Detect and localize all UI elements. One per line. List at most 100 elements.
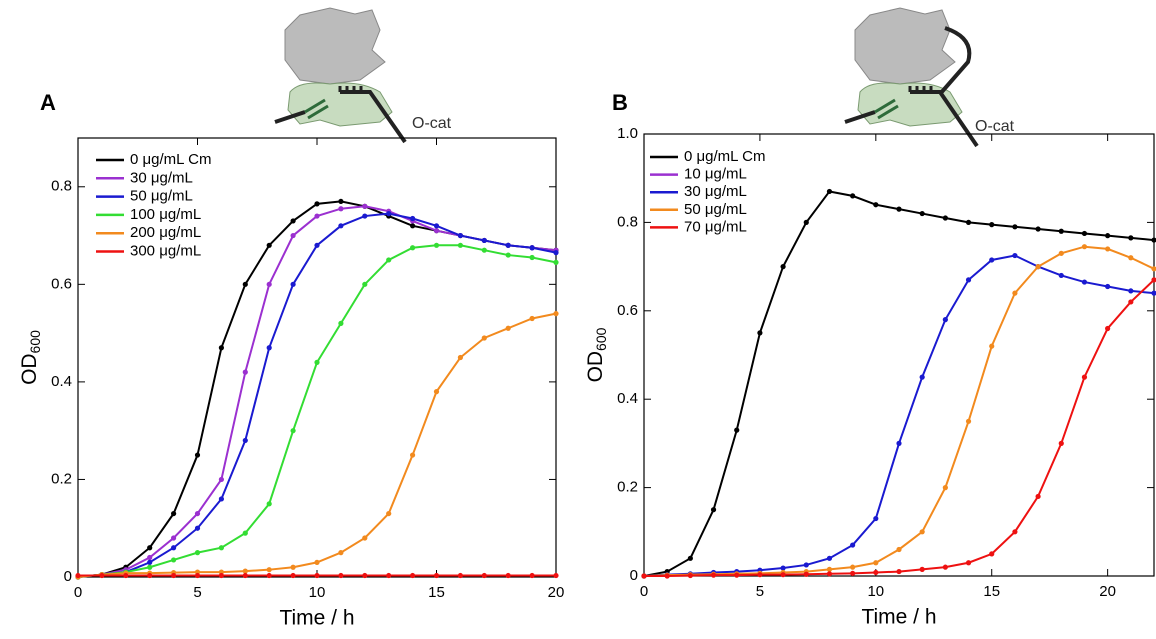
data-point [362,535,368,541]
data-point [481,335,487,341]
data-point [965,219,972,225]
data-point [481,237,487,244]
y-axis-label-main: OD [584,351,607,383]
data-point [989,222,995,228]
data-point [505,325,511,331]
x-tick-label: 15 [428,584,445,601]
data-point [410,245,416,251]
legend-label: 50 μg/mL [130,188,193,205]
data-point [529,245,535,251]
data-point [803,562,809,568]
data-point [850,570,856,576]
data-point [457,354,463,361]
data-point [386,211,392,217]
x-tick-label: 10 [867,583,884,600]
legend-label: 0 μg/mL Cm [130,151,211,168]
data-point [873,560,879,566]
data-point [314,201,320,207]
legend-label: 300 μg/mL [130,242,201,259]
data-point [457,242,463,248]
data-point [1151,277,1156,283]
data-point [171,572,177,579]
data-point [242,281,248,287]
data-point [147,559,153,565]
data-point [290,564,296,570]
y-tick-label: 1.0 [617,125,638,142]
data-point [989,343,995,349]
data-point [362,281,368,287]
data-point [1012,224,1018,230]
data-point [218,545,224,551]
data-point [338,223,344,229]
data-point [1012,290,1018,296]
data-point [290,572,296,579]
data-point [505,242,511,248]
data-point [242,530,248,536]
x-tick-label: 20 [1099,583,1116,600]
data-point [1105,246,1111,252]
x-tick-label: 10 [309,584,326,601]
data-point [1012,529,1018,535]
data-point [896,440,902,446]
data-point [1128,288,1134,294]
data-point [266,345,272,351]
data-point [290,232,296,239]
x-tick-label: 0 [640,583,648,600]
data-point [919,529,925,535]
data-point [873,569,879,576]
data-point [965,418,972,424]
y-tick-label: 0.2 [617,479,638,496]
data-point [290,281,296,287]
legend-label: 70 μg/mL [684,218,747,235]
data-point [290,428,296,434]
data-point [942,317,948,323]
data-point [896,206,902,212]
data-point [218,496,224,502]
data-point [194,452,201,458]
data-point [75,572,81,579]
legend-label: 100 μg/mL [130,206,201,223]
data-point [826,555,833,561]
data-point [314,213,320,219]
y-tick-label: 0.6 [51,275,72,292]
data-point [218,345,224,351]
data-point [481,247,487,253]
data-point [1012,252,1018,259]
data-point [457,572,463,579]
y-axis-label-sub: 600 [27,330,43,354]
data-point [1128,235,1134,241]
data-point [529,315,535,322]
data-point [1081,374,1088,380]
series-line [77,244,557,578]
y-axis-label: OD600 [584,327,609,382]
x-tick-label: 5 [756,583,764,600]
data-point [780,572,786,578]
x-tick-label: 0 [74,584,82,601]
data-point [687,555,693,561]
data-point [850,564,856,570]
data-point [290,218,296,224]
data-point [942,485,948,491]
data-point [989,257,995,263]
ribosome-cartoon-b [844,7,979,148]
data-point [266,242,272,248]
data-point [850,193,856,199]
data-point [965,277,972,283]
series-line [643,245,1155,577]
plot-frame [643,133,1155,577]
data-point [171,510,177,517]
data-point [553,259,559,265]
y-tick-label: 0 [630,567,638,584]
data-point [1081,244,1088,250]
data-point [942,215,948,221]
data-point [99,572,105,579]
data-point [314,242,320,248]
y-tick-label: 0.4 [51,373,72,390]
data-point [873,202,879,208]
data-point [386,572,392,579]
data-point [481,572,487,579]
y-axis-label-sub: 600 [593,327,609,351]
data-point [338,320,344,326]
series-line [77,312,557,578]
data-point [410,215,416,222]
